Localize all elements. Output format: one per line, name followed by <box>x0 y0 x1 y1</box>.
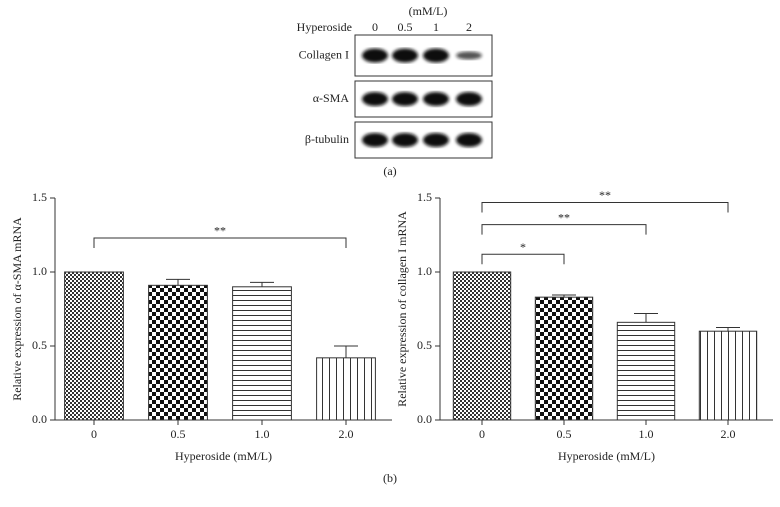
blot-band <box>456 133 482 147</box>
y-tick-label: 0.0 <box>417 412 432 426</box>
blot-band <box>423 133 449 147</box>
blot-band <box>392 133 418 147</box>
bar <box>616 321 676 421</box>
blot-row-label: β-tubulin <box>305 132 349 146</box>
y-tick-label: 0.5 <box>417 338 432 352</box>
x-tick-label: 1.0 <box>639 427 654 441</box>
bar <box>698 330 758 421</box>
blot-band <box>392 92 418 106</box>
panel-label: (a) <box>383 164 396 178</box>
blot-band <box>362 92 388 106</box>
x-tick-label: 2.0 <box>339 427 354 441</box>
x-tick-label: 0.5 <box>557 427 572 441</box>
x-tick-label: 0 <box>479 427 485 441</box>
y-tick-label: 0.5 <box>32 338 47 352</box>
blot-band <box>423 92 449 106</box>
significance-label: ** <box>599 188 611 202</box>
x-axis-label: Hyperoside (mM/L) <box>175 449 272 463</box>
bar <box>452 271 512 421</box>
blot-row-label: Collagen I <box>299 47 349 61</box>
bar <box>232 286 292 421</box>
blot-band <box>362 133 388 147</box>
lane-label: 2 <box>466 20 472 34</box>
x-tick-label: 1.0 <box>255 427 270 441</box>
blot-band <box>392 48 418 63</box>
blot-row-label: α-SMA <box>313 91 350 105</box>
lane-label: 1 <box>433 20 439 34</box>
y-tick-label: 1.5 <box>32 190 47 204</box>
significance-bracket <box>481 201 729 213</box>
blot-band <box>456 92 482 106</box>
y-axis-label: Relative expression of α-SMA mRNA <box>10 217 24 401</box>
lane-label: 0 <box>372 20 378 34</box>
x-axis-label: Hyperoside (mM/L) <box>558 449 655 463</box>
significance-bracket <box>93 237 347 248</box>
bar <box>316 357 376 421</box>
significance-label: * <box>520 240 526 254</box>
panel-label: (b) <box>383 471 397 485</box>
x-tick-label: 0.5 <box>171 427 186 441</box>
blot-band <box>362 48 388 63</box>
y-tick-label: 0.0 <box>32 412 47 426</box>
bar <box>534 296 594 421</box>
y-tick-label: 1.5 <box>417 190 432 204</box>
y-tick-label: 1.0 <box>417 264 432 278</box>
significance-bracket <box>481 224 647 235</box>
y-axis-label: Relative expression of collagen I mRNA <box>395 211 409 407</box>
x-tick-label: 0 <box>91 427 97 441</box>
significance-label: ** <box>558 210 570 224</box>
x-tick-label: 2.0 <box>721 427 736 441</box>
blot-band <box>423 48 449 63</box>
bar <box>148 284 208 421</box>
lane-label: 0.5 <box>398 20 413 34</box>
bar <box>64 271 124 421</box>
y-tick-label: 1.0 <box>32 264 47 278</box>
significance-bracket <box>481 253 565 265</box>
significance-label: ** <box>214 224 226 238</box>
blot-unit: (mM/L) <box>409 4 448 18</box>
blot-band <box>456 51 482 60</box>
blot-treatment: Hyperoside <box>297 20 352 34</box>
